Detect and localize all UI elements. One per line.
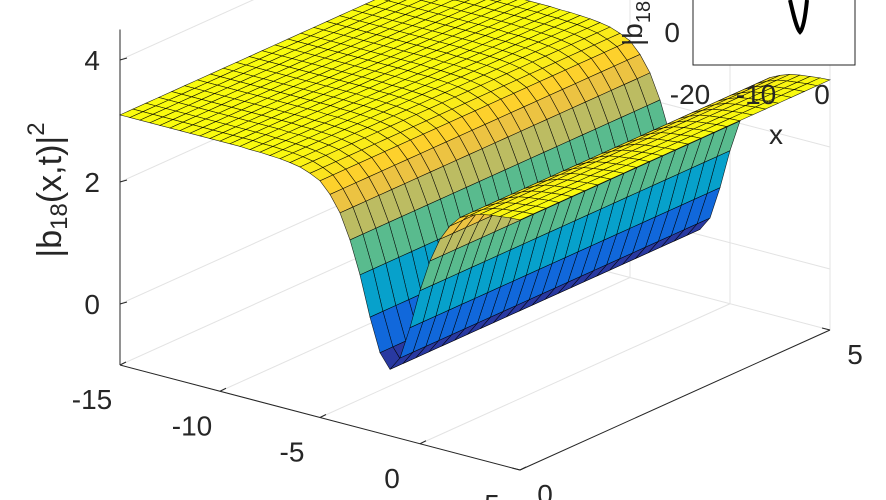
tick-mark <box>119 361 127 366</box>
inset-y-label-part: |b <box>617 23 648 46</box>
y-tick-label: 5 <box>847 339 863 370</box>
z-axis-label: |b18(x,t)|2 <box>23 122 73 257</box>
z-label-part: (x,t)| <box>31 136 69 203</box>
surface <box>119 0 831 370</box>
y-tick-label: 0 <box>537 479 553 500</box>
z-tick-label: 0 <box>84 289 100 320</box>
z-tick-label: 2 <box>84 167 100 198</box>
inset-y-label-sub: 18 <box>633 1 655 23</box>
tick-mark <box>419 440 427 445</box>
x-tick-label: 5 <box>484 489 500 500</box>
axis-line <box>519 329 831 471</box>
tick-mark <box>821 327 831 331</box>
tick-mark <box>319 414 327 418</box>
grid-line <box>319 277 631 418</box>
z-label-part: |b <box>31 230 69 258</box>
x-tick-label: -15 <box>72 384 112 415</box>
tick-mark <box>511 467 521 471</box>
inset-y-label: |b18 <box>617 1 655 46</box>
inset-x-tick-label: -20 <box>670 79 710 110</box>
tick-mark <box>219 387 227 392</box>
inset-y-tick-label: 0 <box>664 17 680 48</box>
inset-curve <box>788 0 809 35</box>
z-label-sub: 18 <box>46 203 73 230</box>
tick-mark <box>119 57 128 61</box>
inset-plot: -20 -10 0x0|b18 <box>617 0 856 150</box>
x-tick-label: 0 <box>384 463 400 494</box>
tick-mark <box>119 301 128 305</box>
z-label-sup: 2 <box>23 122 50 135</box>
surface-patch <box>509 211 534 221</box>
axes-foreground: -15 -10 -5 0 5 0 5 0 2 4 <box>72 45 863 500</box>
x-tick-label: -5 <box>280 437 305 468</box>
grid-line <box>119 0 255 61</box>
inset-x-label: x <box>769 119 783 150</box>
inset-x-tick-label: -10 <box>736 79 776 110</box>
grid-line <box>419 303 731 445</box>
inset-x-tick-label: 0 <box>814 79 830 110</box>
tick-mark <box>119 179 128 183</box>
z-tick-label: 4 <box>84 45 100 76</box>
tick-mark <box>519 466 527 471</box>
inset-box <box>692 0 856 66</box>
x-tick-label: -10 <box>172 410 212 441</box>
